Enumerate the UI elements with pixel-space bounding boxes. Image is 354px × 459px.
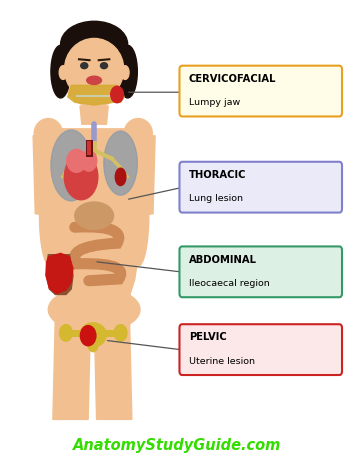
Polygon shape [80,106,108,124]
Polygon shape [94,314,132,420]
Text: PELVIC: PELVIC [189,332,227,342]
Polygon shape [33,136,55,216]
Ellipse shape [87,76,102,84]
Ellipse shape [128,165,149,266]
Text: AnatomyStudyGuide.com: AnatomyStudyGuide.com [73,438,281,453]
Ellipse shape [48,287,140,332]
Text: THORACIC: THORACIC [189,170,246,180]
FancyBboxPatch shape [179,162,342,213]
Ellipse shape [80,323,106,347]
Polygon shape [46,255,73,295]
Text: Lung lesion: Lung lesion [189,195,242,203]
Circle shape [59,325,72,341]
Text: Ileocaecal region: Ileocaecal region [189,279,269,288]
Ellipse shape [67,150,86,172]
Ellipse shape [34,118,62,148]
Ellipse shape [104,131,137,195]
Polygon shape [115,193,153,216]
Polygon shape [53,314,91,420]
Ellipse shape [64,39,124,100]
Ellipse shape [64,154,98,200]
Polygon shape [68,85,124,105]
Ellipse shape [88,338,98,352]
Ellipse shape [118,45,137,98]
Circle shape [80,325,96,346]
FancyBboxPatch shape [179,66,342,117]
Ellipse shape [62,36,127,107]
Text: Uterine lesion: Uterine lesion [189,357,255,366]
Text: CERVICOFACIAL: CERVICOFACIAL [189,74,276,84]
Ellipse shape [101,63,108,69]
Text: Lumpy jaw: Lumpy jaw [189,98,240,107]
Polygon shape [46,253,73,294]
Ellipse shape [124,118,152,148]
Ellipse shape [81,63,88,69]
Ellipse shape [61,21,128,67]
Circle shape [111,86,124,103]
Ellipse shape [81,151,97,171]
Ellipse shape [51,45,70,98]
Polygon shape [35,184,73,216]
Ellipse shape [75,202,114,230]
Ellipse shape [40,165,61,266]
Ellipse shape [73,183,115,203]
Polygon shape [133,136,155,216]
FancyBboxPatch shape [179,324,342,375]
Text: ABDOMINAL: ABDOMINAL [189,255,257,265]
Ellipse shape [121,66,129,79]
Ellipse shape [51,130,91,201]
Ellipse shape [115,168,126,185]
Circle shape [114,325,127,341]
Polygon shape [46,129,142,307]
Ellipse shape [59,66,67,79]
FancyBboxPatch shape [179,246,342,297]
